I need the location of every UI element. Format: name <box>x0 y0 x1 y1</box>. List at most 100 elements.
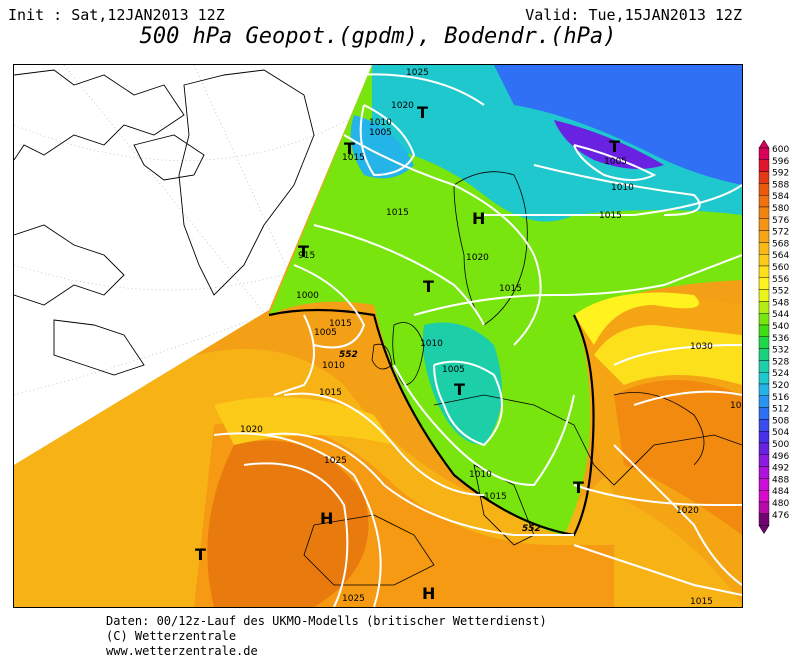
isobar-label: 1025 <box>324 456 347 466</box>
graticule <box>14 65 375 396</box>
legend-swatch <box>758 395 770 408</box>
legend-swatch <box>758 371 770 385</box>
pressure-labels: 1025 1020 1010 1005 1015 1015 1005 1010 … <box>240 68 742 607</box>
low-symbol: T <box>454 380 465 399</box>
legend-label: 536 <box>772 334 789 344</box>
low-symbol: T <box>195 545 206 564</box>
footer-copyright: (C) Wetterzentrale <box>106 629 237 643</box>
footer-source: Daten: 00/12z-Lauf des UKMO-Modells (bri… <box>106 614 547 628</box>
valid-time: Valid: Tue,15JAN2013 12Z <box>525 6 742 24</box>
legend-label: 588 <box>772 180 789 190</box>
geopot-label: 552 <box>339 350 358 360</box>
legend-swatch <box>758 383 770 397</box>
low-symbol: T <box>573 478 584 497</box>
legend-swatch <box>758 183 770 196</box>
legend-label: 556 <box>772 275 789 285</box>
legend-swatch <box>758 289 770 302</box>
legend-label: 564 <box>772 251 789 261</box>
legend-swatch <box>758 431 770 444</box>
isobars <box>213 73 742 607</box>
isobar-label: 1025 <box>406 68 429 78</box>
legend-arrow-bottom <box>758 525 770 535</box>
legend-swatch <box>758 277 770 290</box>
isobar-label: 1015 <box>484 492 507 502</box>
legend-swatch <box>758 419 770 432</box>
geopot-label: 552 <box>522 524 541 534</box>
isobar-label: 915 <box>298 251 315 261</box>
isobar-label: 10 <box>730 401 742 411</box>
legend-label: 480 <box>772 499 789 509</box>
high-symbol: H <box>422 584 435 603</box>
legend-swatch <box>758 195 770 208</box>
isobar-label: 1010 <box>469 470 492 480</box>
legend-label: 572 <box>772 228 789 238</box>
legend-label: 568 <box>772 239 789 249</box>
legend-label: 508 <box>772 416 789 426</box>
legend-swatch <box>758 171 770 184</box>
isobar-label: 1020 <box>466 253 489 263</box>
low-symbol: T <box>344 139 355 158</box>
legend-label: 552 <box>772 287 789 297</box>
legend-label: 492 <box>772 464 789 474</box>
legend-swatch <box>758 218 770 231</box>
isobar-label: 1015 <box>342 153 365 163</box>
legend-swatch <box>758 478 770 491</box>
legend-swatch <box>758 206 770 220</box>
legend-label: 520 <box>772 381 789 391</box>
legend-label: 540 <box>772 322 789 332</box>
isobar-label: 1010 <box>611 183 634 193</box>
isobar-label: 1030 <box>690 342 713 352</box>
map-title: 500 hPa Geopot.(gpdm), Bodendr.(hPa) <box>139 24 617 49</box>
legend-label: 488 <box>772 475 789 485</box>
legend-label: 544 <box>772 310 789 320</box>
isobar-label: 1005 <box>442 365 465 375</box>
init-time: Init : Sat,12JAN2013 12Z <box>8 6 225 24</box>
legend-label: 500 <box>772 440 789 450</box>
isobar-label: 1015 <box>499 284 522 294</box>
low-symbol: T <box>609 137 620 156</box>
isobar-label: 1005 <box>604 157 627 167</box>
legend-label: 516 <box>772 393 789 403</box>
isobar-label: 1005 <box>369 128 392 138</box>
legend-label: 548 <box>772 298 789 308</box>
legend-label: 592 <box>772 169 789 179</box>
legend-label: 584 <box>772 192 789 202</box>
legend-swatch <box>758 348 770 361</box>
isobar-label: 1020 <box>240 425 263 435</box>
geopotential-field <box>14 65 742 607</box>
legend-swatch <box>758 466 770 479</box>
low-symbol: T <box>417 103 428 122</box>
legend-swatch <box>758 312 770 326</box>
legend-swatch <box>758 147 770 161</box>
legend-label: 560 <box>772 263 789 273</box>
pressure-centers: T T T H T T T T T H H <box>195 103 620 603</box>
legend-swatch <box>758 265 770 279</box>
legend-swatch <box>758 230 770 243</box>
legend-swatch <box>758 360 770 373</box>
legend-swatch <box>758 454 770 467</box>
isobar-label: 1025 <box>342 594 365 604</box>
high-symbol: H <box>320 509 333 528</box>
legend-swatch <box>758 324 770 338</box>
legend-label: 504 <box>772 428 789 438</box>
legend-label: 576 <box>772 216 789 226</box>
color-legend: 6005965925885845805765725685645605565525… <box>758 140 789 535</box>
isobar-label: 1015 <box>386 208 409 218</box>
legend-swatch <box>758 301 770 314</box>
isobar-label: 1015 <box>329 319 352 329</box>
legend-swatch <box>758 513 770 526</box>
legend-swatch <box>758 336 770 349</box>
legend-label: 484 <box>772 487 789 497</box>
legend-label: 512 <box>772 405 789 415</box>
isobar-label: 1010 <box>420 339 443 349</box>
legend-swatch <box>758 159 770 172</box>
legend-swatch <box>758 442 770 456</box>
high-symbol: H <box>472 209 485 228</box>
geopot-labels: 552 552 <box>339 350 541 534</box>
isobar-label: 1010 <box>322 361 345 371</box>
legend-swatch <box>758 490 770 503</box>
legend-swatch <box>758 501 770 515</box>
footer-website[interactable]: www.wetterzentrale.de <box>106 644 258 658</box>
legend-swatch <box>758 253 770 267</box>
legend-label: 496 <box>772 452 789 462</box>
